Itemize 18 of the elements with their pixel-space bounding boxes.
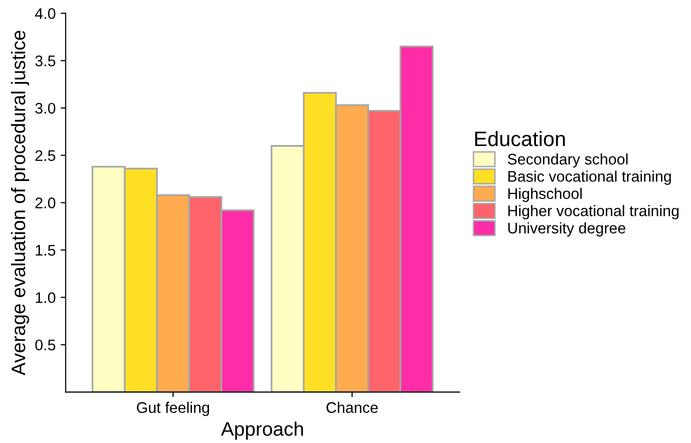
x-tick-label: Chance xyxy=(326,402,378,413)
y-axis-title: Average evaluation of procedural justice xyxy=(11,30,30,376)
y-tick-label: 4.0 xyxy=(35,8,56,19)
legend-label: Highschool xyxy=(508,188,582,202)
legend-label: Basic vocational training xyxy=(508,170,671,185)
x-axis-title: Approach xyxy=(221,422,303,440)
x-tick-label: Gut feeling xyxy=(136,402,210,416)
y-tick-label: 2.0 xyxy=(35,198,56,208)
y-tick-label: 0.5 xyxy=(35,340,56,350)
y-tick-label: 1.0 xyxy=(36,292,56,304)
legend-label: Higher vocational training xyxy=(508,205,679,220)
y-tick-label: 3.5 xyxy=(35,56,56,66)
legend-label: University degree xyxy=(508,222,626,237)
legend-label: Secondary school xyxy=(508,153,628,168)
y-tick-label: 3.0 xyxy=(35,102,56,114)
y-tick-label: 2.5 xyxy=(35,150,56,162)
legend-title: Education xyxy=(475,130,565,146)
y-tick-label: 1.5 xyxy=(36,245,56,256)
